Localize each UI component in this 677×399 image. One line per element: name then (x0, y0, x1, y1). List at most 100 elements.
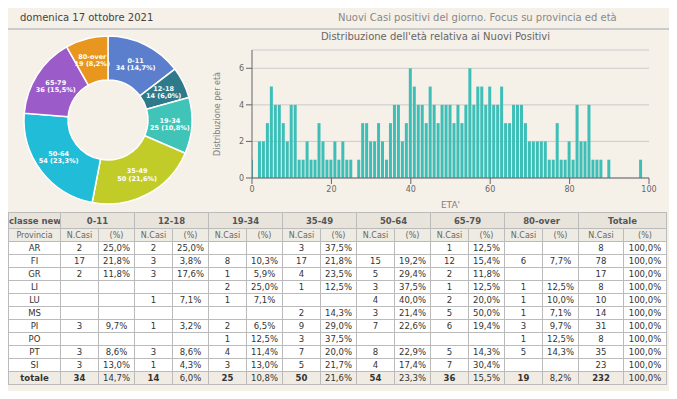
svg-text:0: 0 (249, 185, 254, 194)
html-text:78: 78 (595, 256, 607, 266)
html-text:40,0%: 40,0% (399, 295, 426, 305)
html-text:29,4%: 29,4% (399, 269, 426, 279)
svg-text:40: 40 (406, 185, 416, 194)
html-text:35-49: 35-49 (305, 215, 334, 226)
svg-text:20: 20 (326, 185, 336, 194)
html-text:21,8%: 21,8% (325, 256, 352, 266)
svg-text:19-3425 (10,8%): 19-3425 (10,8%) (150, 117, 190, 132)
html-text:PO: PO (28, 334, 41, 344)
html-text:Distribuzione dell'età relativ: Distribuzione dell'età relativa ai Nuovi… (320, 31, 551, 42)
html-text:29,0%: 29,0% (325, 321, 352, 331)
html-text:10: 10 (595, 295, 607, 305)
svg-text:60: 60 (485, 185, 495, 194)
html-text:12-18: 12-18 (157, 215, 186, 226)
svg-text:2: 2 (239, 137, 244, 146)
svg-text:35-4950 (21,6%): 35-4950 (21,6%) (117, 167, 157, 182)
svg-text:80-over19 (8,2%): 80-over19 (8,2%) (75, 53, 110, 68)
html-text:19,2%: 19,2% (399, 256, 426, 266)
html-text:Nuovi Casi positivi del giorno: Nuovi Casi positivi del giorno. Focus su… (338, 12, 617, 23)
html-text:12,5%: 12,5% (473, 243, 500, 253)
html-text:17: 17 (74, 256, 85, 266)
svg-text:6: 6 (239, 64, 244, 73)
html-text:domenica 17 ottobre 2021: domenica 17 ottobre 2021 (20, 12, 154, 23)
html-text:31: 31 (595, 321, 607, 331)
html-text:19-34: 19-34 (231, 215, 260, 226)
html-text:17: 17 (296, 256, 307, 266)
html-text:37,5%: 37,5% (399, 282, 426, 292)
html-text:100,0%: 100,0% (628, 308, 662, 318)
html-text:7,1%: 7,1% (253, 295, 276, 305)
html-text:7,1%: 7,1% (549, 308, 572, 318)
html-text:5,9%: 5,9% (253, 269, 276, 279)
svg-text:12-1814 (6,0%): 12-1814 (6,0%) (146, 85, 181, 100)
html-text:14: 14 (595, 308, 607, 318)
html-text:50,0%: 50,0% (473, 308, 500, 318)
html-text:N.Casi: N.Casi (362, 230, 389, 240)
html-text:50-64: 50-64 (379, 215, 408, 226)
html-text:15: 15 (370, 256, 381, 266)
html-text:17,6%: 17,6% (177, 269, 204, 279)
html-text:AR: AR (28, 243, 41, 253)
html-text:N.Casi: N.Casi (588, 230, 614, 240)
html-text:20,0%: 20,0% (473, 295, 500, 305)
html-text:22,6%: 22,6% (399, 321, 426, 331)
html-text:11,8%: 11,8% (473, 269, 500, 279)
html-text:15,4%: 15,4% (473, 256, 500, 266)
svg-text:100: 100 (641, 185, 656, 194)
html-text:9,7%: 9,7% (105, 321, 128, 331)
html-text:N.Casi: N.Casi (436, 230, 463, 240)
html-text:100,0%: 100,0% (628, 295, 662, 305)
svg-text:Distribuzione per età: Distribuzione per età (213, 72, 222, 156)
html-text:GR: GR (28, 269, 41, 279)
html-text:100,0%: 100,0% (628, 256, 662, 266)
svg-text:ETA': ETA' (441, 200, 460, 210)
html-text:25,0%: 25,0% (103, 243, 130, 253)
html-text:12,5%: 12,5% (473, 282, 500, 292)
html-text:N.Casi: N.Casi (288, 230, 315, 240)
html-text:19,4%: 19,4% (473, 321, 500, 331)
html-text:100,0%: 100,0% (628, 269, 662, 279)
svg-text:50-6454 (23,3%): 50-6454 (23,3%) (39, 150, 79, 165)
html-text:MS: MS (28, 308, 41, 318)
html-text:23,5%: 23,5% (325, 269, 352, 279)
html-text:12: 12 (444, 256, 455, 266)
svg-text:4: 4 (239, 101, 244, 110)
html-text:21,4%: 21,4% (399, 308, 426, 318)
html-text:10,0%: 10,0% (547, 295, 574, 305)
html-text:10,3%: 10,3% (251, 256, 278, 266)
html-text:17: 17 (595, 269, 607, 279)
html-text:Totale: Totale (608, 215, 637, 226)
html-text:classe new: classe new (9, 215, 62, 226)
html-text:9,7%: 9,7% (549, 321, 572, 331)
html-text:3,8%: 3,8% (179, 256, 202, 266)
html-text:Provincia: Provincia (16, 230, 53, 240)
html-text:N.Casi: N.Casi (510, 230, 537, 240)
html-text:7,1%: 7,1% (179, 295, 202, 305)
svg-text:80: 80 (565, 185, 575, 194)
html-text:7,7%: 7,7% (549, 256, 572, 266)
html-text:0-11: 0-11 (86, 215, 109, 226)
html-text:80-over: 80-over (523, 215, 560, 226)
html-text:12,5%: 12,5% (251, 334, 278, 344)
html-text:37,5%: 37,5% (325, 243, 352, 253)
html-text:LU: LU (29, 295, 40, 305)
html-text:100,0%: 100,0% (628, 282, 662, 292)
html-text:21,8%: 21,8% (103, 256, 130, 266)
svg-text:65-7936 (15,5%): 65-7936 (15,5%) (36, 79, 76, 94)
html-text:3,2%: 3,2% (179, 321, 202, 331)
svg-text:0: 0 (239, 174, 244, 183)
html-text:65-79: 65-79 (453, 215, 482, 226)
html-text:12,5%: 12,5% (547, 282, 574, 292)
html-text:12,5%: 12,5% (325, 282, 352, 292)
html-text:N.Casi: N.Casi (140, 230, 167, 240)
html-text:25,0%: 25,0% (177, 243, 204, 253)
html-text:N.Casi: N.Casi (214, 230, 241, 240)
svg-text:0-1134 (14,7%): 0-1134 (14,7%) (116, 57, 156, 72)
html-text:11,8%: 11,8% (103, 269, 130, 279)
html-text:100,0%: 100,0% (628, 321, 662, 331)
html-text:N.Casi: N.Casi (66, 230, 93, 240)
html-text:14,3%: 14,3% (325, 308, 352, 318)
html-text:25,0%: 25,0% (251, 282, 278, 292)
html-text:6,5%: 6,5% (253, 321, 276, 331)
html-text:100,0%: 100,0% (628, 243, 662, 253)
